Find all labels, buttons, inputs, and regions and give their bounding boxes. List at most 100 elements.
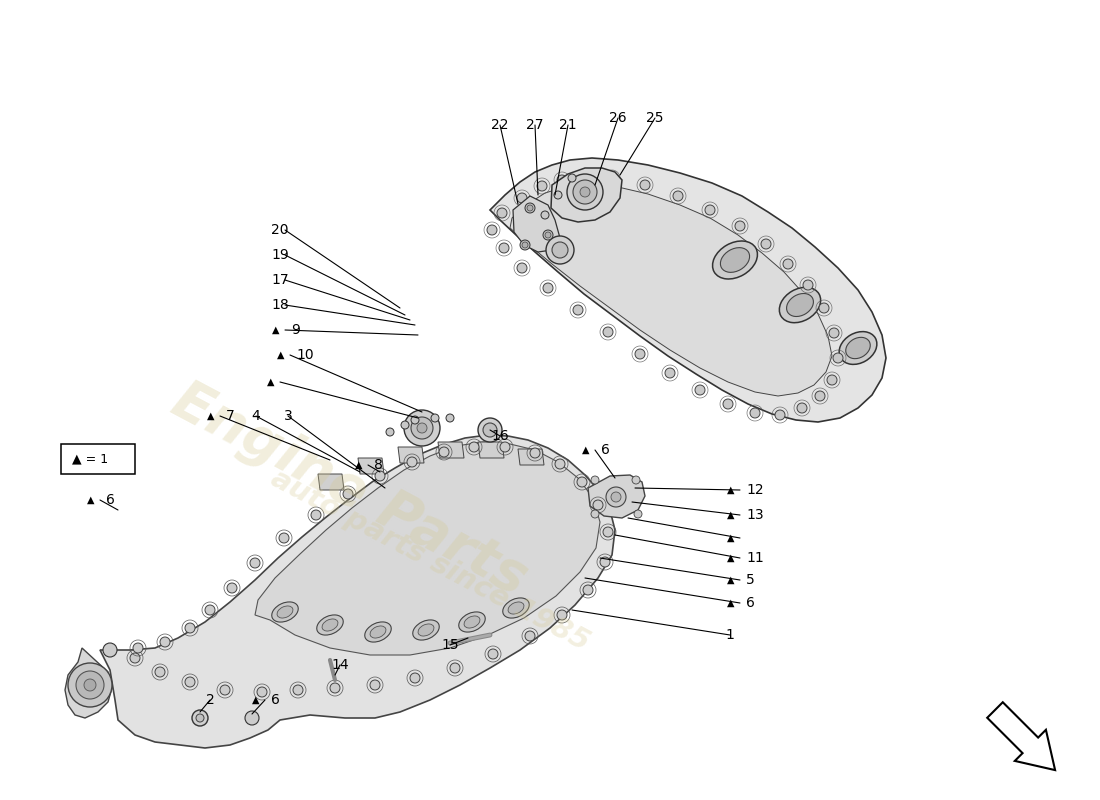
Circle shape bbox=[815, 391, 825, 401]
Circle shape bbox=[375, 471, 385, 481]
Circle shape bbox=[543, 283, 553, 293]
Circle shape bbox=[568, 174, 576, 182]
Text: 1: 1 bbox=[726, 628, 735, 642]
Circle shape bbox=[705, 205, 715, 215]
Polygon shape bbox=[358, 458, 384, 474]
Circle shape bbox=[417, 423, 427, 433]
Circle shape bbox=[632, 476, 640, 484]
Polygon shape bbox=[490, 158, 886, 422]
Circle shape bbox=[411, 416, 419, 424]
Polygon shape bbox=[438, 442, 464, 458]
Polygon shape bbox=[318, 474, 344, 490]
Circle shape bbox=[487, 225, 497, 235]
Circle shape bbox=[820, 303, 829, 313]
Text: 20: 20 bbox=[272, 223, 288, 237]
Text: 13: 13 bbox=[746, 508, 763, 522]
Circle shape bbox=[543, 230, 553, 240]
Circle shape bbox=[580, 172, 590, 182]
Circle shape bbox=[610, 492, 621, 502]
Circle shape bbox=[185, 623, 195, 633]
Ellipse shape bbox=[272, 602, 298, 622]
Circle shape bbox=[520, 240, 530, 250]
Ellipse shape bbox=[779, 287, 821, 322]
Circle shape bbox=[600, 557, 610, 567]
Text: ▲: ▲ bbox=[727, 553, 735, 563]
Circle shape bbox=[469, 442, 478, 452]
Text: ▲: ▲ bbox=[355, 460, 363, 470]
Circle shape bbox=[552, 242, 568, 258]
Text: ▲: ▲ bbox=[727, 598, 735, 608]
Circle shape bbox=[227, 583, 236, 593]
Text: 22: 22 bbox=[492, 118, 508, 132]
Polygon shape bbox=[987, 702, 1055, 770]
Circle shape bbox=[450, 663, 460, 673]
Text: 26: 26 bbox=[609, 111, 627, 125]
Ellipse shape bbox=[786, 294, 813, 317]
Text: 6: 6 bbox=[746, 596, 755, 610]
Circle shape bbox=[546, 236, 574, 264]
Circle shape bbox=[833, 353, 843, 363]
Circle shape bbox=[411, 417, 433, 439]
Ellipse shape bbox=[412, 620, 439, 640]
Circle shape bbox=[735, 221, 745, 231]
Circle shape bbox=[591, 476, 600, 484]
Circle shape bbox=[606, 487, 626, 507]
Text: 17: 17 bbox=[272, 273, 289, 287]
Circle shape bbox=[557, 175, 566, 185]
Circle shape bbox=[103, 643, 117, 657]
Circle shape bbox=[640, 180, 650, 190]
Circle shape bbox=[554, 191, 562, 199]
Circle shape bbox=[68, 663, 112, 707]
Ellipse shape bbox=[720, 248, 749, 272]
Circle shape bbox=[603, 327, 613, 337]
Text: 4: 4 bbox=[252, 409, 261, 423]
Circle shape bbox=[497, 208, 507, 218]
Circle shape bbox=[517, 193, 527, 203]
Circle shape bbox=[673, 191, 683, 201]
Text: 19: 19 bbox=[271, 248, 289, 262]
Text: 3: 3 bbox=[284, 409, 293, 423]
Polygon shape bbox=[588, 475, 645, 518]
Text: 18: 18 bbox=[271, 298, 289, 312]
Circle shape bbox=[537, 181, 547, 191]
Polygon shape bbox=[255, 442, 600, 655]
Circle shape bbox=[593, 500, 603, 510]
Ellipse shape bbox=[846, 338, 870, 358]
Circle shape bbox=[829, 328, 839, 338]
Circle shape bbox=[311, 510, 321, 520]
Text: Engine Parts: Engine Parts bbox=[163, 374, 537, 606]
Circle shape bbox=[578, 477, 587, 487]
Circle shape bbox=[573, 305, 583, 315]
Text: 12: 12 bbox=[746, 483, 763, 497]
Circle shape bbox=[580, 187, 590, 197]
Text: 14: 14 bbox=[331, 658, 349, 672]
Circle shape bbox=[723, 399, 733, 409]
Circle shape bbox=[544, 232, 551, 238]
Circle shape bbox=[404, 410, 440, 446]
Circle shape bbox=[500, 442, 510, 452]
Text: ▲: ▲ bbox=[87, 495, 95, 505]
Polygon shape bbox=[518, 449, 544, 465]
Circle shape bbox=[483, 423, 497, 437]
Text: ▲: ▲ bbox=[267, 377, 275, 387]
Circle shape bbox=[591, 510, 600, 518]
Text: 6: 6 bbox=[106, 493, 114, 507]
Text: 21: 21 bbox=[559, 118, 576, 132]
Circle shape bbox=[557, 610, 566, 620]
Ellipse shape bbox=[370, 626, 386, 638]
Circle shape bbox=[76, 671, 104, 699]
Text: ▲: ▲ bbox=[582, 445, 590, 455]
Circle shape bbox=[185, 677, 195, 687]
Text: ▲: ▲ bbox=[207, 411, 215, 421]
Polygon shape bbox=[551, 168, 622, 222]
Circle shape bbox=[566, 174, 603, 210]
Circle shape bbox=[250, 558, 260, 568]
Text: 7: 7 bbox=[226, 409, 234, 423]
Ellipse shape bbox=[713, 241, 758, 279]
Circle shape bbox=[160, 637, 170, 647]
Circle shape bbox=[245, 711, 258, 725]
Circle shape bbox=[530, 448, 540, 458]
Text: 5: 5 bbox=[746, 573, 755, 587]
Ellipse shape bbox=[508, 602, 524, 614]
Text: 9: 9 bbox=[292, 323, 300, 337]
